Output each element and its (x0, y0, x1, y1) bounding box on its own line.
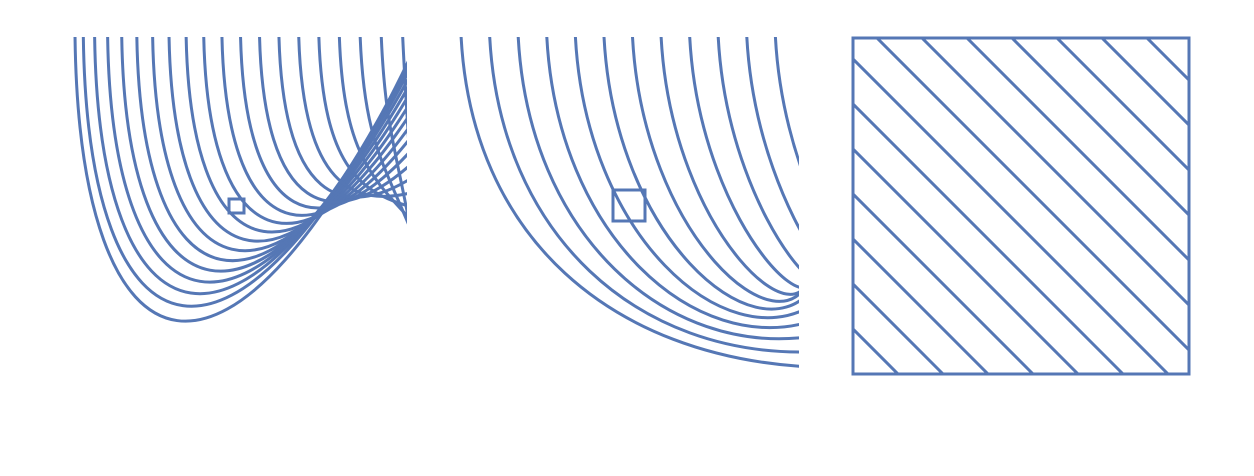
contour-line (379, 37, 407, 219)
parallel-line (853, 146, 1080, 374)
contour-line (106, 37, 407, 284)
contour-line (811, 35, 1015, 245)
contour-line (258, 37, 407, 204)
panel-3-linearized-contours (853, 38, 1254, 374)
contour-line (811, 35, 941, 255)
parallel-line (1055, 38, 1189, 173)
panel-2-zoom-box (611, 188, 647, 223)
contour-line (773, 37, 799, 167)
contour-line (239, 37, 407, 210)
parallel-line (853, 236, 990, 374)
contour-line (745, 37, 799, 231)
contour-line (401, 37, 407, 139)
parallel-line (853, 101, 1125, 374)
contour-line (716, 37, 799, 270)
contour-line (120, 37, 407, 273)
contour-line (573, 37, 799, 320)
contour-line (417, 35, 469, 349)
contour-line (545, 37, 799, 329)
panel-2-zoomed-contour-plot (459, 35, 1066, 368)
contour-line (417, 35, 447, 327)
parallel-line (875, 38, 1189, 353)
parallel-line (1010, 38, 1189, 218)
parallel-line (853, 281, 945, 374)
contour-line (811, 35, 990, 248)
contour-line (297, 37, 407, 198)
contour-line (417, 35, 425, 305)
contour-line (459, 37, 799, 368)
parallel-line (853, 56, 1170, 374)
contour-line (277, 37, 407, 199)
parallel-line (965, 38, 1189, 263)
contour-line (317, 37, 407, 208)
contour-line (602, 37, 799, 311)
parallel-line (920, 38, 1189, 308)
contour-line (184, 37, 407, 234)
contour-line (417, 35, 491, 371)
contour-line (358, 37, 407, 225)
contour-line (516, 37, 799, 341)
contour-line (811, 35, 965, 251)
contour-line (688, 37, 799, 289)
panel-3-frame (851, 36, 1191, 376)
parallel-line (1192, 38, 1254, 374)
panel-1-zoom-box (227, 197, 246, 215)
contour-line (659, 37, 799, 296)
contour-line (811, 35, 1066, 239)
parallel-line (1100, 38, 1189, 128)
contour-line (167, 37, 407, 243)
contour-line (202, 37, 407, 225)
contour-line (488, 37, 799, 354)
panel-1-contour-plot (73, 35, 491, 371)
contour-line (631, 37, 799, 303)
contour-line (151, 37, 407, 253)
parallel-line (853, 191, 1035, 374)
